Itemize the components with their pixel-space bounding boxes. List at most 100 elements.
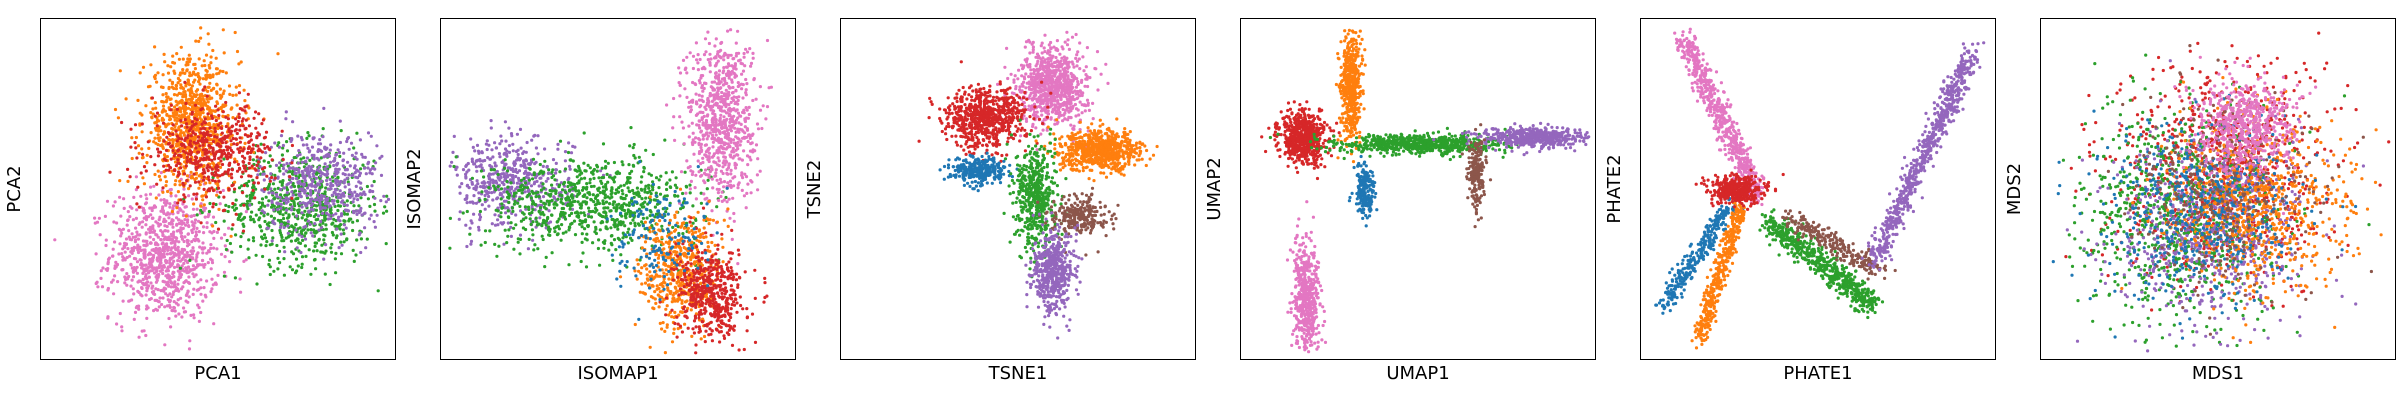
scatter-point [214,202,218,207]
scatter-point [314,176,318,180]
scatter-point [259,205,263,209]
scatter-point [231,183,235,187]
scatter-point [644,184,648,188]
scatter-point [309,190,313,195]
scatter-point [226,152,230,156]
axes-pca [40,18,396,360]
scatter-point [301,143,305,147]
scatter-point [613,175,617,179]
scatter-point [703,37,708,41]
scatter-point [539,199,543,203]
scatter-point [266,203,270,207]
scatter-point [153,242,158,246]
scatter-point [186,88,191,92]
scatter-point [144,215,148,219]
scatter-point [604,200,609,204]
scatter-point [179,235,184,239]
scatter-point [271,182,275,186]
scatter-point [727,197,731,201]
scatter-point [346,160,350,164]
scatter-point [351,209,356,213]
scatter-point [319,207,323,211]
scatter-point [203,63,207,68]
scatter-point [601,215,605,219]
scatter-point [244,258,248,262]
scatter-point [210,116,214,120]
scatter-point [242,203,246,207]
scatter-point [180,315,184,319]
scatter-point [450,160,454,164]
scatter-point [216,183,220,188]
scatter-point [627,227,631,231]
scatter-point [130,156,134,161]
scatter-point [347,182,351,186]
scatter-point [559,200,563,204]
scatter-point [177,221,181,226]
scatter-point [585,238,589,242]
scatter-point [323,218,327,222]
scatter-point [296,196,300,201]
scatter-point [247,106,251,110]
scatter-point [186,300,190,304]
scatter-point [524,166,528,170]
scatter-point [219,105,223,110]
scatter-point [514,191,518,195]
scatter-point [227,163,231,167]
scatter-point [181,256,185,260]
scatter-point [143,202,148,206]
scatter-point [172,93,177,97]
scatter-point [651,180,655,184]
scatter-point [231,93,235,97]
scatter-point [300,169,304,174]
scatter-point [171,285,176,289]
scatter-point [553,178,557,182]
scatter-point [477,225,481,229]
scatter-point [218,190,222,194]
scatter-point [564,230,568,234]
scatter-point [120,325,124,329]
scatter-point [162,245,166,249]
scatter-point [241,217,245,221]
scatter-point [180,222,184,226]
scatter-point [213,126,217,130]
scatter-point [537,195,541,199]
scatter-point [189,144,193,148]
scatter-point [233,160,237,164]
scatter-point [304,231,308,235]
scatter-point [525,186,530,190]
scatter-point [483,229,488,233]
scatter-point [157,150,161,154]
scatter-point [591,193,595,197]
scatter-point [168,261,172,265]
scatter-point [145,153,149,157]
scatter-point [699,201,703,205]
scatter-point [303,209,307,213]
scatter-point [142,182,146,186]
scatter-point [167,168,171,172]
scatter-point [208,126,212,130]
scatter-point [181,169,185,173]
scatter-point [246,146,250,151]
scatter-point [366,166,370,170]
scatter-point [578,173,582,177]
scatter-point [279,193,283,197]
scatter-point [131,275,136,279]
scatter-point [203,117,207,121]
scatter-point [162,201,167,205]
scatter-point [251,178,255,182]
scatter-point [121,258,125,262]
scatter-point [535,220,539,224]
scatter-point [691,66,695,71]
scatter-point [511,173,515,178]
scatter-point [262,178,266,182]
scatter-point [195,255,199,259]
scatter-point [322,106,326,110]
scatter-point [338,227,342,231]
scatter-point [604,165,608,169]
scatter-point [318,174,323,178]
scatter-point [190,249,194,253]
scatter-point [183,310,188,314]
scatter-point [633,156,637,160]
scatter-point [175,216,179,220]
scatter-point [166,189,170,194]
